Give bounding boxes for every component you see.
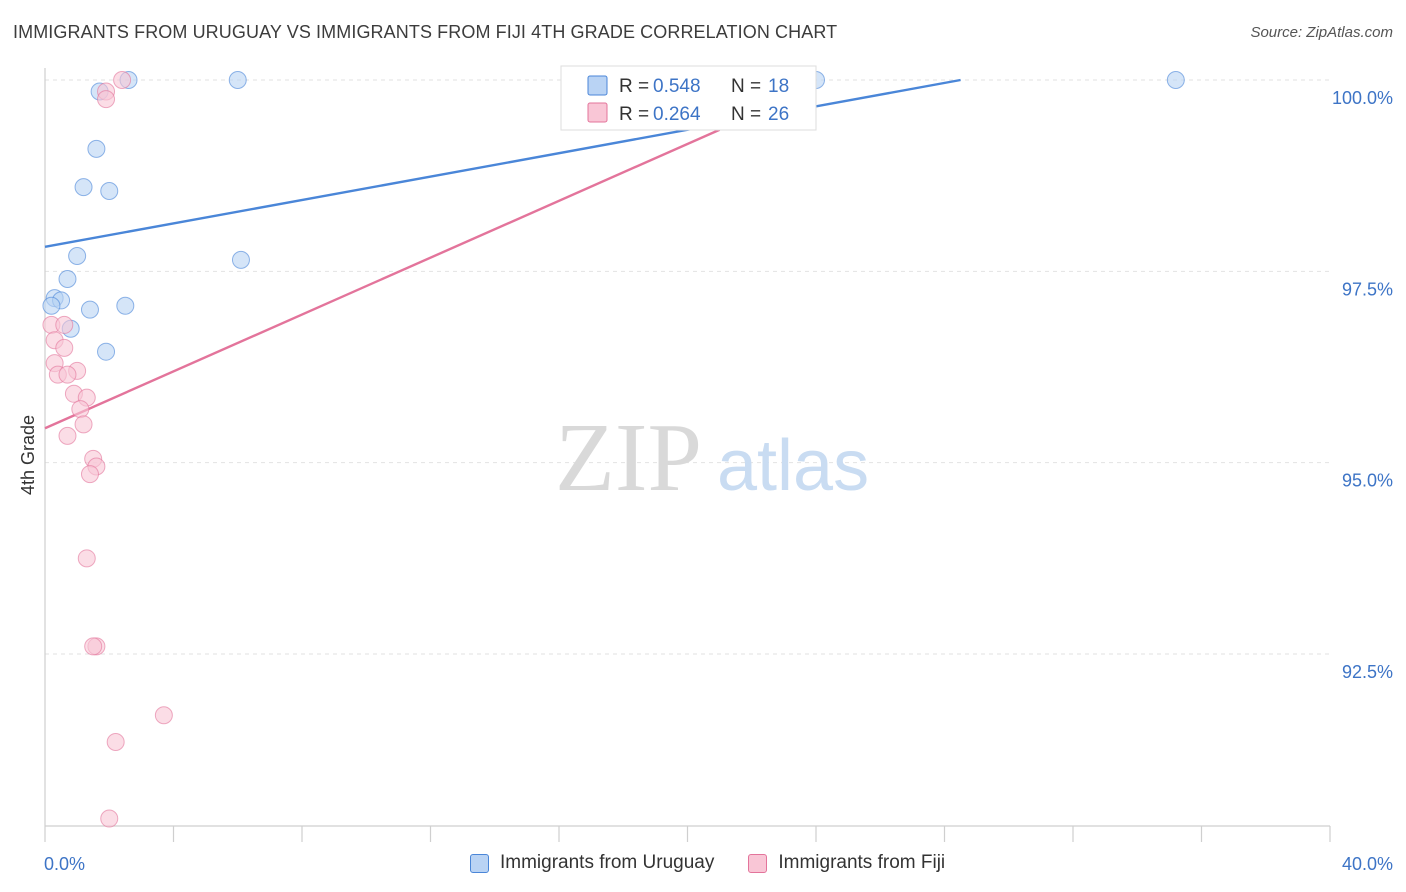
uruguay-point: [80, 300, 99, 319]
x-axis-tick-labels: 0.0% 40.0%: [44, 854, 1393, 874]
y-tick-label: 92.5%: [1342, 662, 1393, 682]
fiji-point: [55, 338, 74, 357]
y-tick-label: 95.0%: [1342, 471, 1393, 491]
uruguay-point: [58, 269, 77, 288]
y-tick-label: 100.0%: [1332, 88, 1393, 108]
legend-uruguay-r-value: 0.548: [653, 76, 701, 97]
fiji-point: [97, 90, 116, 109]
uruguay-point: [97, 342, 116, 361]
fiji-swatch: [748, 853, 768, 873]
fiji-point: [55, 315, 74, 334]
legend-fiji-r-value: 0.264: [653, 104, 701, 125]
uruguay-point: [231, 250, 250, 269]
uruguay-point: [1166, 71, 1185, 89]
series-legend: Immigrants from Uruguay Immigrants from …: [470, 852, 945, 874]
x-tick-label: 0.0%: [44, 854, 85, 874]
watermark-atlas: atlas: [717, 426, 869, 506]
uruguay-swatch: [470, 853, 489, 873]
source-label: Source: ZipAtlas.com: [1250, 24, 1393, 41]
y-axis-tick-labels: 100.0% 97.5% 95.0% 92.5%: [1332, 88, 1393, 682]
uruguay-trend-line: [44, 78, 961, 249]
fiji-point: [154, 706, 173, 725]
uruguay-point: [228, 71, 247, 89]
chart-title: IMMIGRANTS FROM URUGUAY VS IMMIGRANTS FR…: [13, 22, 838, 42]
legend-uruguay-label: Immigrants from Uruguay: [500, 852, 715, 873]
data-points: [42, 71, 1185, 828]
fiji-point: [106, 733, 125, 752]
uruguay-point: [100, 181, 119, 200]
fiji-point: [71, 400, 90, 419]
legend-uruguay-n-label: N =: [731, 76, 761, 97]
uruguay-point: [87, 139, 106, 158]
fiji-trend-line: [44, 128, 721, 430]
fiji-point: [77, 549, 96, 568]
legend-uruguay-swatch: [587, 75, 608, 96]
legend-uruguay-n-value: 18: [768, 76, 789, 97]
fiji-point: [84, 637, 103, 656]
uruguay-point: [42, 296, 61, 315]
x-tick-label: 40.0%: [1342, 854, 1393, 874]
legend-item-uruguay[interactable]: Immigrants from Uruguay: [470, 852, 714, 874]
fiji-point: [58, 365, 77, 384]
legend-item-fiji[interactable]: Immigrants from Fiji: [748, 852, 945, 874]
uruguay-point: [74, 178, 93, 197]
watermark-zip: ZIP: [555, 404, 702, 512]
legend-fiji-swatch: [587, 102, 608, 123]
fiji-point: [74, 415, 93, 434]
y-axis-label: 4th Grade: [18, 415, 38, 495]
fiji-point: [113, 71, 132, 89]
fiji-point: [80, 465, 99, 484]
trend-lines: [44, 78, 961, 430]
legend-fiji-n-label: N =: [731, 104, 761, 125]
y-tick-label: 97.5%: [1342, 279, 1393, 299]
legend-fiji-label: Immigrants from Fiji: [778, 852, 946, 873]
fiji-point: [58, 426, 77, 445]
grid-lines: [45, 79, 1330, 655]
fiji-point: [100, 809, 119, 828]
uruguay-point: [116, 296, 135, 315]
correlation-legend: R = 0.548 N = 18 R = 0.264 N = 26: [560, 65, 817, 131]
axes: [44, 68, 1331, 842]
legend-fiji-r-label: R =: [619, 104, 649, 125]
uruguay-point: [68, 247, 87, 266]
legend-fiji-n-value: 26: [768, 104, 789, 125]
legend-uruguay-r-label: R =: [619, 76, 649, 97]
